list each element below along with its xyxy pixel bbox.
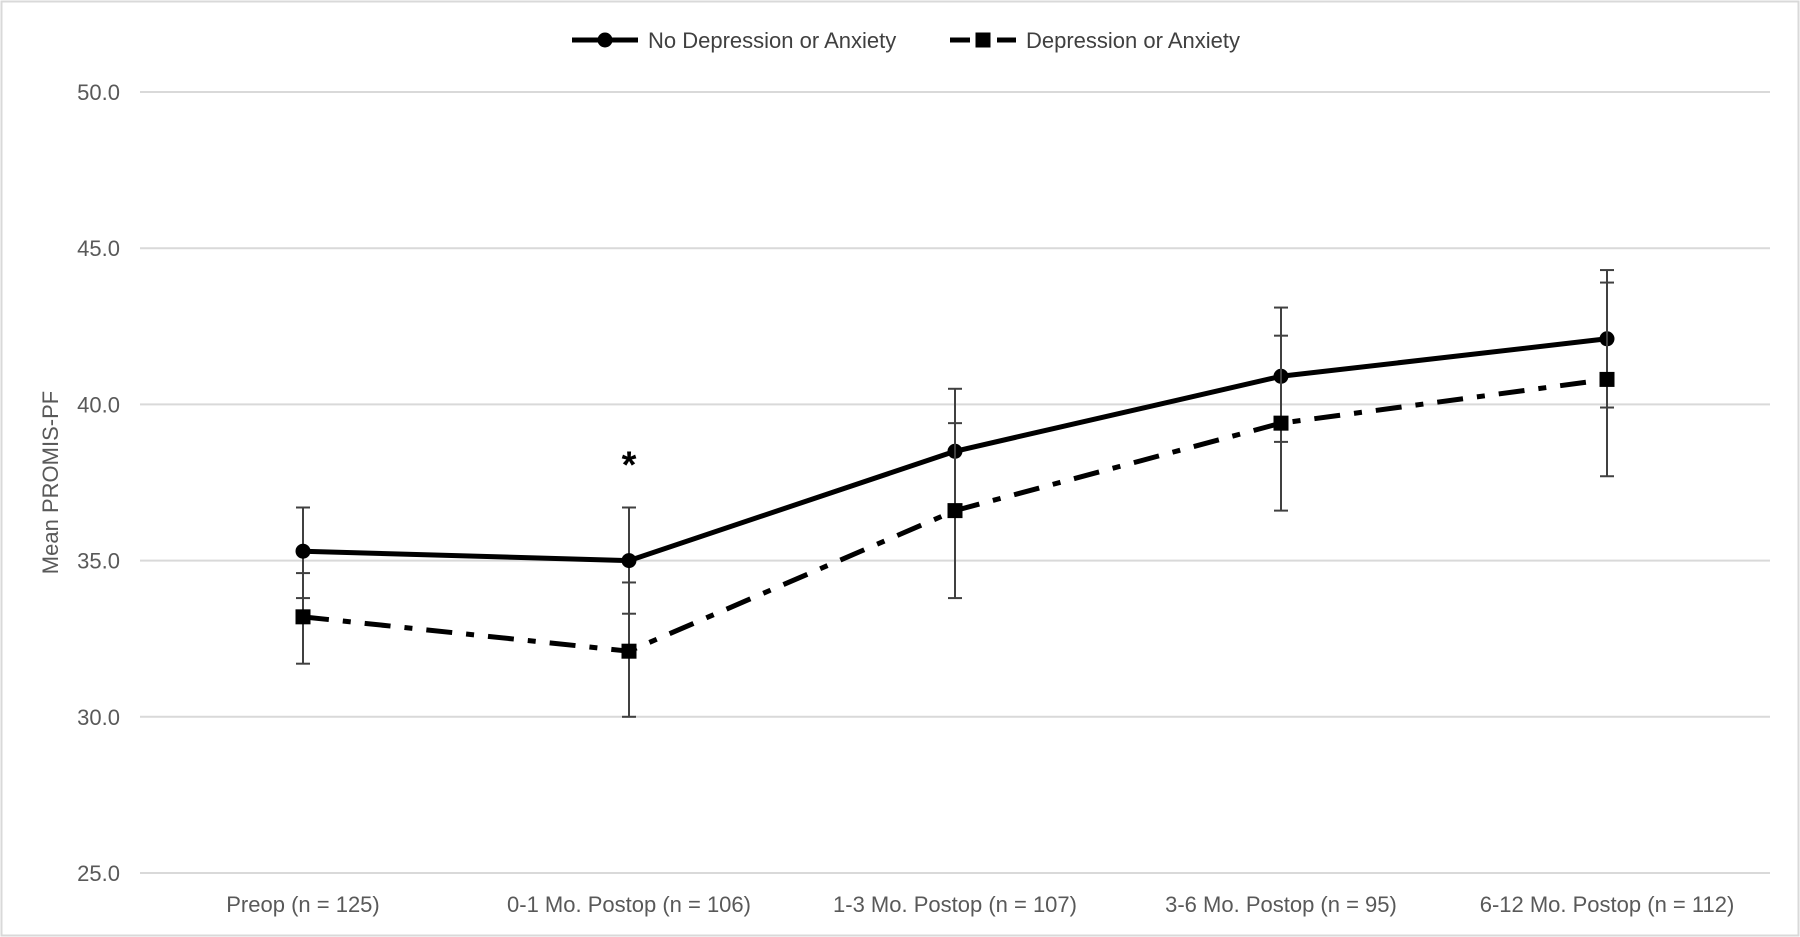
- data-point: [621, 553, 637, 569]
- x-axis-tick-labels: Preop (n = 125) 0-1 Mo. Postop (n = 106) 1…: [226, 892, 1734, 917]
- legend-item: Depression or Anxiety: [950, 28, 1240, 53]
- y-tick-label: 50.0: [77, 80, 120, 105]
- legend-label: Depression or Anxiety: [1026, 28, 1240, 53]
- x-tick-label: Preop (n = 125): [226, 892, 379, 917]
- y-tick-label: 45.0: [77, 236, 120, 261]
- data-point: [295, 609, 311, 625]
- data-point: [621, 643, 637, 659]
- series-group: [295, 269, 1615, 718]
- significance-marker: *: [622, 445, 637, 487]
- y-axis-tick-labels: 25.0 30.0 35.0 40.0 45.0 50.0: [77, 80, 120, 886]
- series-2: [295, 281, 1615, 718]
- legend-marker: [597, 32, 613, 48]
- legend-marker: [975, 32, 991, 48]
- annotations: *: [622, 445, 637, 487]
- y-tick-label: 40.0: [77, 392, 120, 417]
- x-tick-label: 3-6 Mo. Postop (n = 95): [1165, 892, 1397, 917]
- x-tick-label: 0-1 Mo. Postop (n = 106): [507, 892, 751, 917]
- legend: No Depression or Anxiety Depression or An…: [572, 28, 1240, 53]
- gridlines: [140, 91, 1770, 874]
- y-axis-title: Mean PROMIS-PF: [38, 391, 63, 574]
- legend-label: No Depression or Anxiety: [648, 28, 896, 53]
- x-tick-label: 1-3 Mo. Postop (n = 107): [833, 892, 1077, 917]
- data-point: [1273, 415, 1289, 431]
- data-point: [947, 503, 963, 519]
- x-tick-label: 6-12 Mo. Postop (n = 112): [1480, 892, 1735, 917]
- y-tick-label: 35.0: [77, 549, 120, 574]
- y-tick-label: 30.0: [77, 705, 120, 730]
- data-point: [1599, 371, 1615, 387]
- legend-item: No Depression or Anxiety: [572, 28, 896, 53]
- data-point: [295, 543, 311, 559]
- y-tick-label: 25.0: [77, 861, 120, 886]
